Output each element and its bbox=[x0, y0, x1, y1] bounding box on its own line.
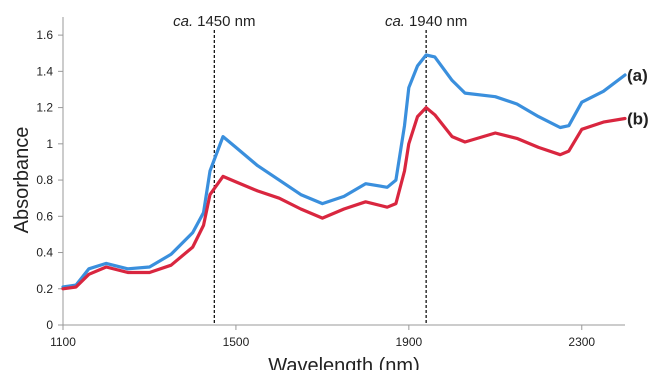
y-tick-label: 1.2 bbox=[36, 101, 53, 115]
annotation-prefix: ca. bbox=[173, 13, 193, 30]
y-axis-title: Absorbance bbox=[11, 127, 33, 234]
y-tick-label: 0.8 bbox=[36, 173, 53, 187]
x-tick-label: 1500 bbox=[223, 335, 250, 349]
x-tick-label: 1900 bbox=[395, 335, 422, 349]
series-label: (a) bbox=[627, 66, 648, 85]
annotation: ca. 1450 nm bbox=[173, 13, 255, 30]
y-tick-label: 1.4 bbox=[36, 64, 53, 78]
annotation-prefix: ca. bbox=[385, 13, 405, 30]
x-tick-label: 2300 bbox=[568, 335, 595, 349]
series-line bbox=[61, 106, 627, 291]
y-tick-label: 1.6 bbox=[36, 28, 53, 42]
x-axis-title: Wavelength (nm) bbox=[268, 355, 420, 370]
y-tick-label: 0.6 bbox=[36, 209, 53, 223]
y-tick-label: 0 bbox=[46, 318, 53, 332]
series-line bbox=[61, 53, 627, 289]
x-tick-label: 1100 bbox=[50, 335, 76, 349]
annotation: ca. 1940 nm bbox=[385, 13, 467, 30]
y-tick-label: 1 bbox=[46, 137, 53, 151]
series-label: (b) bbox=[627, 109, 649, 128]
annotation-label: 1940 nm bbox=[409, 13, 467, 30]
y-tick-label: 0.2 bbox=[36, 282, 53, 296]
y-tick-label: 0.4 bbox=[36, 246, 53, 260]
annotation-label: 1450 nm bbox=[197, 13, 255, 30]
